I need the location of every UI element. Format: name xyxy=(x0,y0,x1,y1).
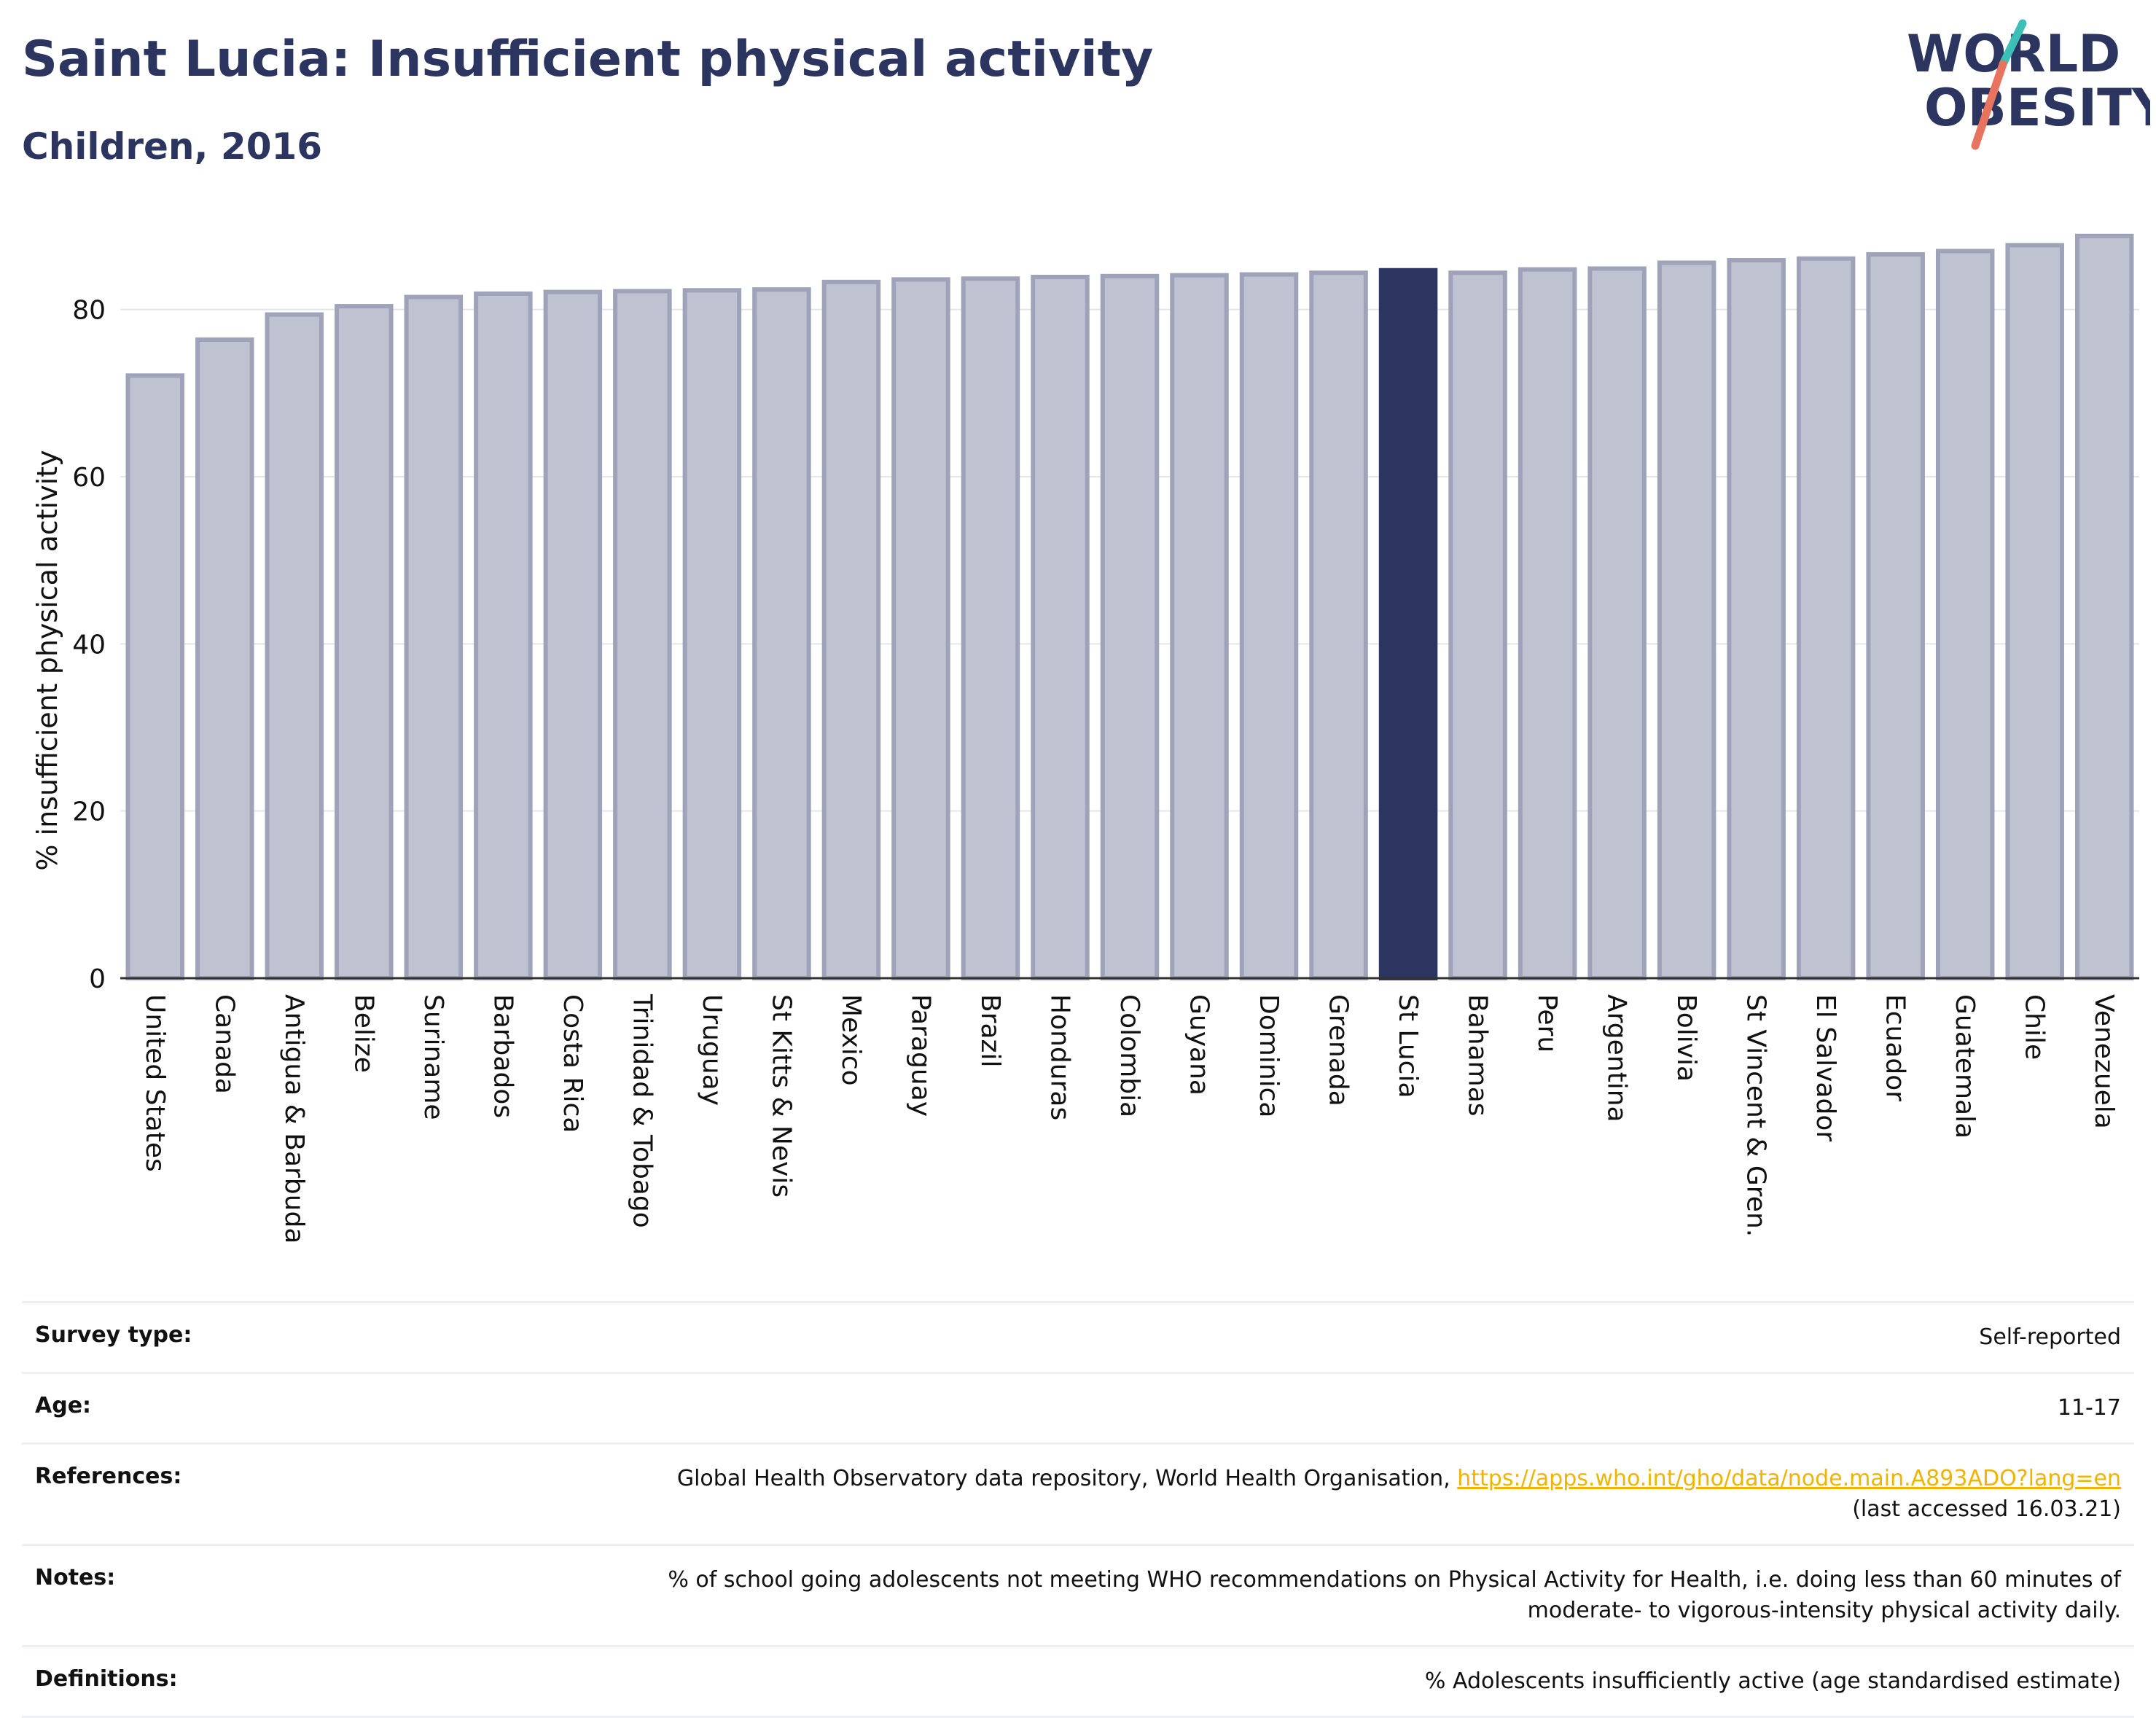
x-tick-label: Ecuador xyxy=(1880,994,1910,1101)
bar-brazil xyxy=(961,276,1020,981)
bar-st-kitts-nevis xyxy=(752,287,811,980)
bar-honduras xyxy=(1031,274,1090,981)
references-text: Global Health Observatory data repositor… xyxy=(676,1466,1458,1491)
notes-line-1: % of school going adolescents not meetin… xyxy=(668,1567,2121,1593)
y-tick-label: 0 xyxy=(89,964,106,994)
logo-slash-coral-icon xyxy=(1971,60,2007,150)
age-label: Age: xyxy=(35,1393,92,1418)
page-subtitle: Children, 2016 xyxy=(22,125,323,168)
x-tick-label: St Kitts & Nevis xyxy=(766,994,796,1198)
page-title: Saint Lucia: Insufficient physical activ… xyxy=(22,31,1154,88)
x-tick-label: St Vincent & Gren. xyxy=(1741,994,1771,1237)
x-tick-label: Barbados xyxy=(488,994,517,1118)
info-row-references: References: Global Health Observatory da… xyxy=(22,1442,2134,1544)
bar-canada xyxy=(195,337,254,981)
bar-belize xyxy=(335,304,394,980)
bar-costa-rica xyxy=(543,289,603,980)
bar-paraguay xyxy=(891,277,950,981)
bar-venezuela xyxy=(2074,233,2134,980)
bar-mexico xyxy=(821,279,881,980)
y-tick-label: 80 xyxy=(72,296,106,326)
x-tick-label: Paraguay xyxy=(905,994,935,1117)
bar-dominica xyxy=(1239,272,1299,981)
x-tick-label: Chile xyxy=(2020,994,2050,1060)
notes-label: Notes: xyxy=(35,1565,116,1590)
bar-peru xyxy=(1518,267,1577,981)
y-tick-label: 60 xyxy=(72,463,106,493)
y-axis-label: % insufficient physical activity xyxy=(31,450,63,870)
x-tick-label: United States xyxy=(140,994,170,1172)
y-axis-ticks: 0 20 40 60 80 xyxy=(72,296,106,994)
x-tick-label: Uruguay xyxy=(697,994,727,1106)
x-tick-label: Bolivia xyxy=(1671,994,1701,1082)
y-tick-label: 20 xyxy=(72,797,106,827)
bar-united-states xyxy=(125,373,185,980)
info-row-definitions: Definitions: % Adolescents insufficientl… xyxy=(22,1645,2134,1718)
x-tick-label: Honduras xyxy=(1044,994,1074,1120)
notes-line-2: moderate- to vigorous-intensity physical… xyxy=(1527,1598,2121,1623)
x-tick-label: Canada xyxy=(209,994,239,1094)
bar-chile xyxy=(2005,243,2064,980)
bar-st-lucia xyxy=(1378,268,1438,981)
bar-guyana xyxy=(1170,273,1229,981)
x-tick-label: St Lucia xyxy=(1393,994,1423,1098)
x-tick-label: Mexico xyxy=(836,994,866,1086)
x-tick-label: Trinidad & Tobago xyxy=(627,993,657,1228)
info-table: Survey type: Self-reported Age: 11-17 Re… xyxy=(22,1301,2134,1718)
age-value: 11-17 xyxy=(2057,1395,2121,1421)
x-tick-label: Guyana xyxy=(1184,994,1214,1096)
references-accessed: (last accessed 16.03.21) xyxy=(1852,1496,2121,1522)
bar-st-vincent-gren- xyxy=(1727,258,1786,981)
info-row-notes: Notes: % of school going adolescents not… xyxy=(22,1544,2134,1645)
survey-label: Survey type: xyxy=(35,1322,192,1348)
x-tick-label: Guatemala xyxy=(1950,994,1980,1139)
bar-ecuador xyxy=(1866,251,1925,980)
bar-barbados xyxy=(474,291,533,980)
notes-value: % of school going adolescents not meetin… xyxy=(668,1565,2121,1626)
x-tick-label: Grenada xyxy=(1324,994,1354,1106)
info-row-age: Age: 11-17 xyxy=(22,1372,2134,1442)
references-label: References: xyxy=(35,1464,182,1489)
x-tick-label: Brazil xyxy=(975,994,1005,1067)
logo-slash-teal-icon xyxy=(1999,19,2027,69)
bar-el-salvador xyxy=(1796,256,1856,981)
bar-grenada xyxy=(1309,270,1368,981)
bar-bolivia xyxy=(1657,260,1716,981)
x-tick-label: Antigua & Barbuda xyxy=(279,994,309,1243)
bar-argentina xyxy=(1587,266,1647,981)
x-tick-label: El Salvador xyxy=(1811,994,1840,1141)
bar-colombia xyxy=(1100,273,1160,981)
logo-line-2: OBESITY xyxy=(1924,78,2150,138)
y-tick-label: 40 xyxy=(72,630,106,660)
bar-guatemala xyxy=(1935,249,1995,980)
survey-value: Self-reported xyxy=(1979,1324,2121,1350)
x-tick-label: Belize xyxy=(348,994,378,1073)
x-tick-label: Argentina xyxy=(1602,994,1632,1122)
bar-uruguay xyxy=(682,288,742,980)
x-tick-label: Bahamas xyxy=(1463,994,1493,1117)
references-link[interactable]: https://apps.who.int/gho/data/node.main.… xyxy=(1457,1466,2121,1491)
references-value: Global Health Observatory data repositor… xyxy=(677,1464,2121,1525)
x-tick-label: Costa Rica xyxy=(558,994,587,1133)
bar-chart: 0 20 40 60 80 United States Canada Antigua & B… xyxy=(31,233,2139,1243)
x-tick-label: Peru xyxy=(1532,994,1562,1053)
definitions-value: % Adolescents insufficiently active (age… xyxy=(1424,1668,2121,1694)
x-axis-tick-labels: United States Canada Antigua & Barbuda Beli… xyxy=(140,993,2119,1243)
info-row-survey: Survey type: Self-reported xyxy=(22,1301,2134,1372)
x-tick-label: Suriname xyxy=(418,994,448,1120)
bar-suriname xyxy=(404,294,464,980)
definitions-label: Definitions: xyxy=(35,1666,178,1692)
bars xyxy=(125,233,2134,981)
bar-antigua-barbuda xyxy=(265,312,324,980)
bar-bahamas xyxy=(1448,270,1507,981)
x-tick-label: Venezuela xyxy=(2089,994,2119,1129)
x-tick-label: Dominica xyxy=(1254,994,1284,1118)
x-tick-label: Colombia xyxy=(1114,994,1144,1117)
world-obesity-logo: WORLD OBESITY xyxy=(1907,19,2150,150)
bar-trinidad-tobago xyxy=(613,289,672,980)
